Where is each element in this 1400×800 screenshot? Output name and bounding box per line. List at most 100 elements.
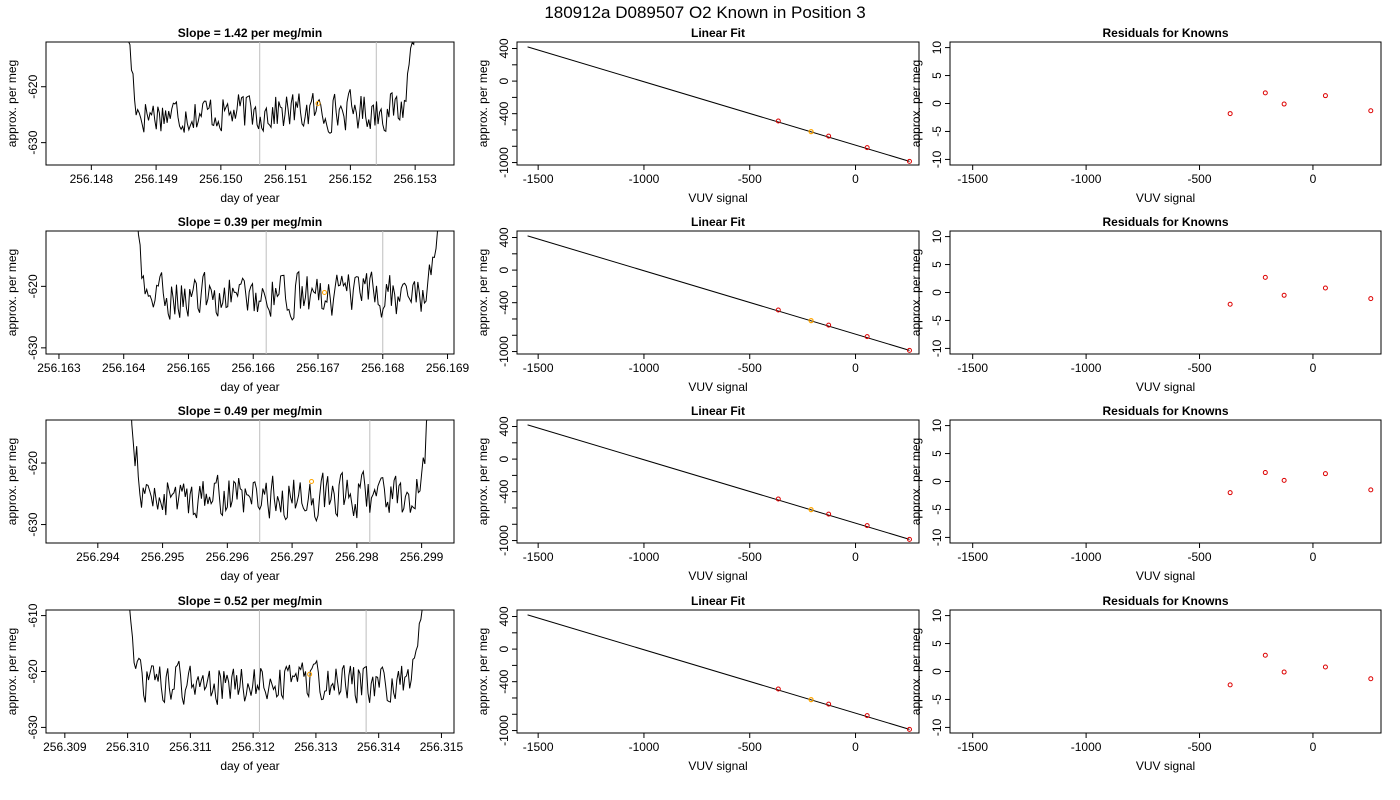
- y-tick-label: -400: [497, 101, 511, 125]
- x-axis-label: day of year: [220, 191, 279, 205]
- known-point: [906, 726, 912, 732]
- x-tick-label: 256.148: [70, 172, 114, 186]
- panel-title: Slope = 0.39 per meg/min: [178, 215, 322, 229]
- reference-marker: [315, 101, 321, 106]
- fit-line: [527, 424, 910, 540]
- y-axis-label: approx. per meg: [476, 438, 490, 525]
- residual-point: [1227, 301, 1233, 307]
- reference-marker: [808, 318, 814, 324]
- y-tick-label: -10: [930, 528, 944, 546]
- panel-residuals-row3: Residuals for Knowns -1500 -1000 -500 0 10 5 0 -…: [909, 404, 1382, 583]
- y-tick-label: -5: [930, 694, 944, 705]
- x-tick-label: 0: [852, 361, 859, 375]
- panel-fit-row3: Linear Fit -1500 -1000 -500 0 400 0 -400 -1000 VU…: [476, 404, 920, 583]
- x-tick-label: 256.164: [102, 361, 146, 375]
- x-tick-label: 256.314: [357, 740, 401, 754]
- x-tick-label: 256.313: [294, 740, 338, 754]
- x-tick-label: 256.296: [206, 550, 250, 564]
- panel-fit-row1: Linear Fit -1500 -1000 -500 0 400 0 -400 -1000 VU…: [476, 26, 920, 205]
- y-tick-label: -400: [497, 669, 511, 693]
- y-tick-label: 10: [930, 419, 944, 433]
- known-point: [775, 307, 781, 313]
- plot-frame: [949, 230, 1382, 355]
- known-point: [864, 145, 870, 151]
- residual-point: [1262, 652, 1268, 658]
- panel-timeseries-row3: Slope = 0.49 per meg/min 256.294 256.295 25…: [5, 404, 455, 583]
- x-tick-label: 256.299: [400, 550, 444, 564]
- y-tick-label: -400: [497, 290, 511, 314]
- x-tick-label: 256.168: [361, 361, 405, 375]
- y-axis-label: approx. per meg: [5, 60, 19, 147]
- x-tick-label: 256.311: [169, 740, 212, 754]
- x-tick-label: 256.150: [199, 172, 243, 186]
- plot-frame: [516, 230, 920, 355]
- x-tick-label: -500: [1188, 740, 1212, 754]
- x-tick-label: -1000: [1071, 550, 1102, 564]
- x-tick-label: 256.312: [231, 740, 275, 754]
- x-tick-label: -1500: [957, 172, 988, 186]
- y-tick-label: -10: [930, 339, 944, 357]
- y-axis-label: approx. per meg: [909, 628, 923, 715]
- y-tick-label: -630: [26, 130, 40, 154]
- y-tick-label: 0: [497, 645, 511, 652]
- panel-timeseries-row4: Slope = 0.52 per meg/min 256.309 256.310 25…: [5, 594, 463, 773]
- y-tick-label: -5: [930, 504, 944, 515]
- panel-residuals-row2: Residuals for Knowns -1500 -1000 -500 0 10 5 0 -…: [909, 215, 1382, 394]
- y-tick-label: -10: [930, 150, 944, 168]
- panel-fit-row2: Linear Fit -1500 -1000 -500 0 400 0 -400 -1000 VU…: [476, 215, 920, 394]
- x-tick-label: -1000: [1071, 361, 1102, 375]
- x-tick-label: -1500: [957, 740, 988, 754]
- y-tick-label: 10: [930, 230, 944, 244]
- y-tick-label: 0: [930, 289, 944, 296]
- known-point: [906, 536, 912, 542]
- y-tick-label: -1000: [497, 715, 511, 746]
- plot-frame: [516, 609, 920, 734]
- x-axis-label: VUV signal: [688, 191, 747, 205]
- y-axis-label: approx. per meg: [5, 249, 19, 336]
- known-point: [864, 334, 870, 340]
- panel-title: Residuals for Knowns: [1102, 404, 1228, 418]
- x-tick-label: 0: [852, 550, 859, 564]
- x-axis-label: day of year: [220, 569, 279, 583]
- known-point: [826, 322, 832, 328]
- x-tick-label: 256.152: [329, 172, 373, 186]
- fit-line: [527, 235, 910, 351]
- x-axis-label: VUV signal: [1136, 380, 1195, 394]
- x-tick-label: -500: [1188, 550, 1212, 564]
- residual-point: [1322, 471, 1328, 477]
- x-tick-label: 0: [852, 172, 859, 186]
- residual-point: [1262, 274, 1268, 280]
- panel-title: Slope = 0.52 per meg/min: [178, 594, 322, 608]
- y-tick-label: 5: [930, 72, 944, 79]
- y-axis-label: approx. per meg: [909, 60, 923, 147]
- x-tick-label: -1000: [629, 740, 660, 754]
- reference-marker: [808, 697, 814, 703]
- residual-point: [1262, 90, 1268, 96]
- x-tick-label: -1500: [523, 550, 554, 564]
- panel-residuals-row1: Residuals for Knowns -1500 -1000 -500 0 10 5 0 -…: [909, 26, 1382, 205]
- y-tick-label: 10: [930, 609, 944, 623]
- panel-fit-row4: Linear Fit -1500 -1000 -500 0 400 0 -400 -1000 VU…: [476, 594, 920, 773]
- y-tick-label: -610: [26, 603, 40, 627]
- plot-frame: [949, 609, 1382, 734]
- x-tick-label: 256.310: [106, 740, 150, 754]
- y-axis-label: approx. per meg: [476, 60, 490, 147]
- panel-title: Slope = 0.49 per meg/min: [178, 404, 322, 418]
- residual-point: [1368, 296, 1374, 302]
- x-tick-label: -500: [738, 740, 762, 754]
- y-tick-label: 0: [930, 668, 944, 675]
- x-tick-label: 256.163: [37, 361, 81, 375]
- x-tick-label: 256.149: [134, 172, 178, 186]
- y-axis-label: approx. per meg: [476, 628, 490, 715]
- figure-title: 180912a D089507 O2 Known in Position 3: [544, 3, 865, 22]
- residual-point: [1281, 101, 1287, 107]
- y-tick-label: -1000: [497, 525, 511, 556]
- y-tick-label: -620: [26, 274, 40, 298]
- known-point: [864, 713, 870, 719]
- x-tick-label: -1000: [629, 172, 660, 186]
- x-tick-label: -1000: [1071, 172, 1102, 186]
- fit-line: [527, 46, 910, 162]
- known-point: [906, 347, 912, 353]
- x-tick-label: 0: [1310, 172, 1317, 186]
